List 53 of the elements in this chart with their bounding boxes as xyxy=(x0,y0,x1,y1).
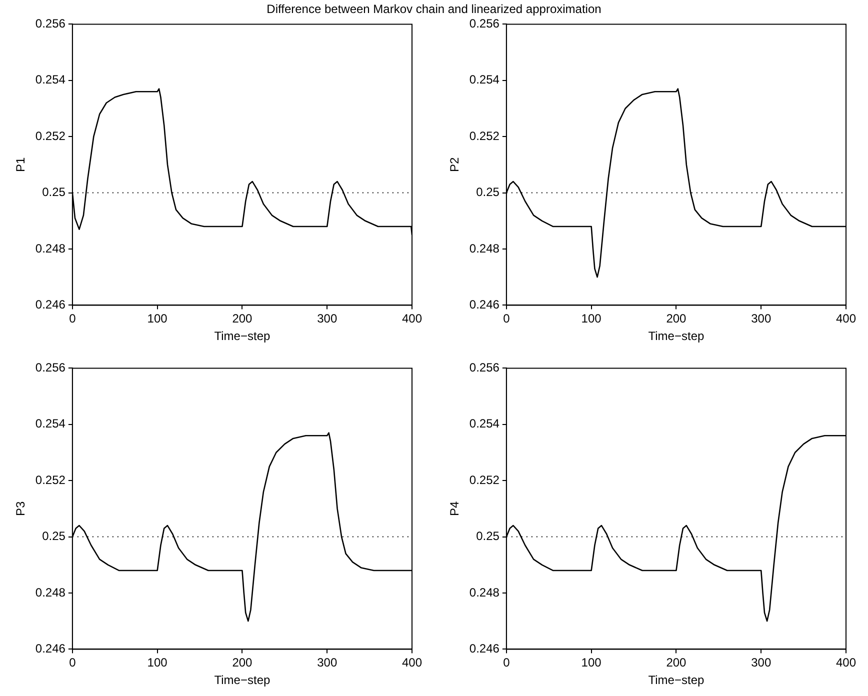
y-tick-label: 0.246 xyxy=(469,642,500,656)
x-axis-title: Time−step xyxy=(214,329,270,344)
y-axis-title: P1 xyxy=(14,157,28,172)
x-tick-label: 100 xyxy=(147,312,168,326)
y-tick-label: 0.256 xyxy=(469,16,500,31)
x-tick-label: 200 xyxy=(232,656,253,670)
y-tick-label: 0.256 xyxy=(35,360,66,375)
x-tick-label: 300 xyxy=(751,656,772,670)
y-axis-title: P4 xyxy=(448,501,462,516)
x-tick-label: 0 xyxy=(503,656,510,670)
y-tick-label: 0.252 xyxy=(469,472,500,487)
x-tick-label: 400 xyxy=(836,656,856,670)
x-tick-label: 0 xyxy=(503,312,510,326)
y-tick-label: 0.254 xyxy=(35,72,66,87)
y-tick-label: 0.248 xyxy=(35,585,66,600)
x-axis-title: Time−step xyxy=(648,329,704,344)
y-tick-label: 0.256 xyxy=(35,16,66,31)
y-tick-label: 0.248 xyxy=(469,585,500,600)
x-tick-label: 400 xyxy=(402,312,422,326)
y-tick-label: 0.256 xyxy=(469,360,500,375)
y-axis-title: P2 xyxy=(448,157,462,172)
x-tick-label: 100 xyxy=(147,656,168,670)
y-tick-label: 0.25 xyxy=(476,529,500,544)
x-tick-label: 300 xyxy=(317,312,338,326)
y-tick-label: 0.252 xyxy=(35,128,66,143)
x-tick-label: 100 xyxy=(581,656,602,670)
y-tick-label: 0.248 xyxy=(35,241,66,256)
y-tick-label: 0.246 xyxy=(35,642,66,656)
x-tick-label: 300 xyxy=(751,312,772,326)
y-tick-label: 0.246 xyxy=(35,298,66,312)
y-axis-title: P3 xyxy=(14,501,28,516)
x-tick-label: 400 xyxy=(836,312,856,326)
x-tick-label: 400 xyxy=(402,656,422,670)
y-tick-label: 0.252 xyxy=(35,472,66,487)
y-tick-label: 0.246 xyxy=(469,298,500,312)
y-tick-label: 0.254 xyxy=(35,416,66,431)
x-tick-label: 100 xyxy=(581,312,602,326)
x-tick-label: 0 xyxy=(69,312,76,326)
x-tick-label: 200 xyxy=(666,312,687,326)
y-tick-label: 0.254 xyxy=(469,72,500,87)
x-axis-title: Time−step xyxy=(214,673,270,688)
y-tick-label: 0.25 xyxy=(42,185,66,200)
y-tick-label: 0.25 xyxy=(476,185,500,200)
y-tick-label: 0.254 xyxy=(469,416,500,431)
x-tick-label: 200 xyxy=(666,656,687,670)
x-tick-label: 300 xyxy=(317,656,338,670)
y-tick-label: 0.248 xyxy=(469,241,500,256)
x-axis-title: Time−step xyxy=(648,673,704,688)
chart-title: Difference between Markov chain and linearized approximation xyxy=(266,2,602,18)
x-tick-label: 200 xyxy=(232,312,253,326)
y-tick-label: 0.252 xyxy=(469,128,500,143)
x-tick-label: 0 xyxy=(69,656,76,670)
y-tick-label: 0.25 xyxy=(42,529,66,544)
